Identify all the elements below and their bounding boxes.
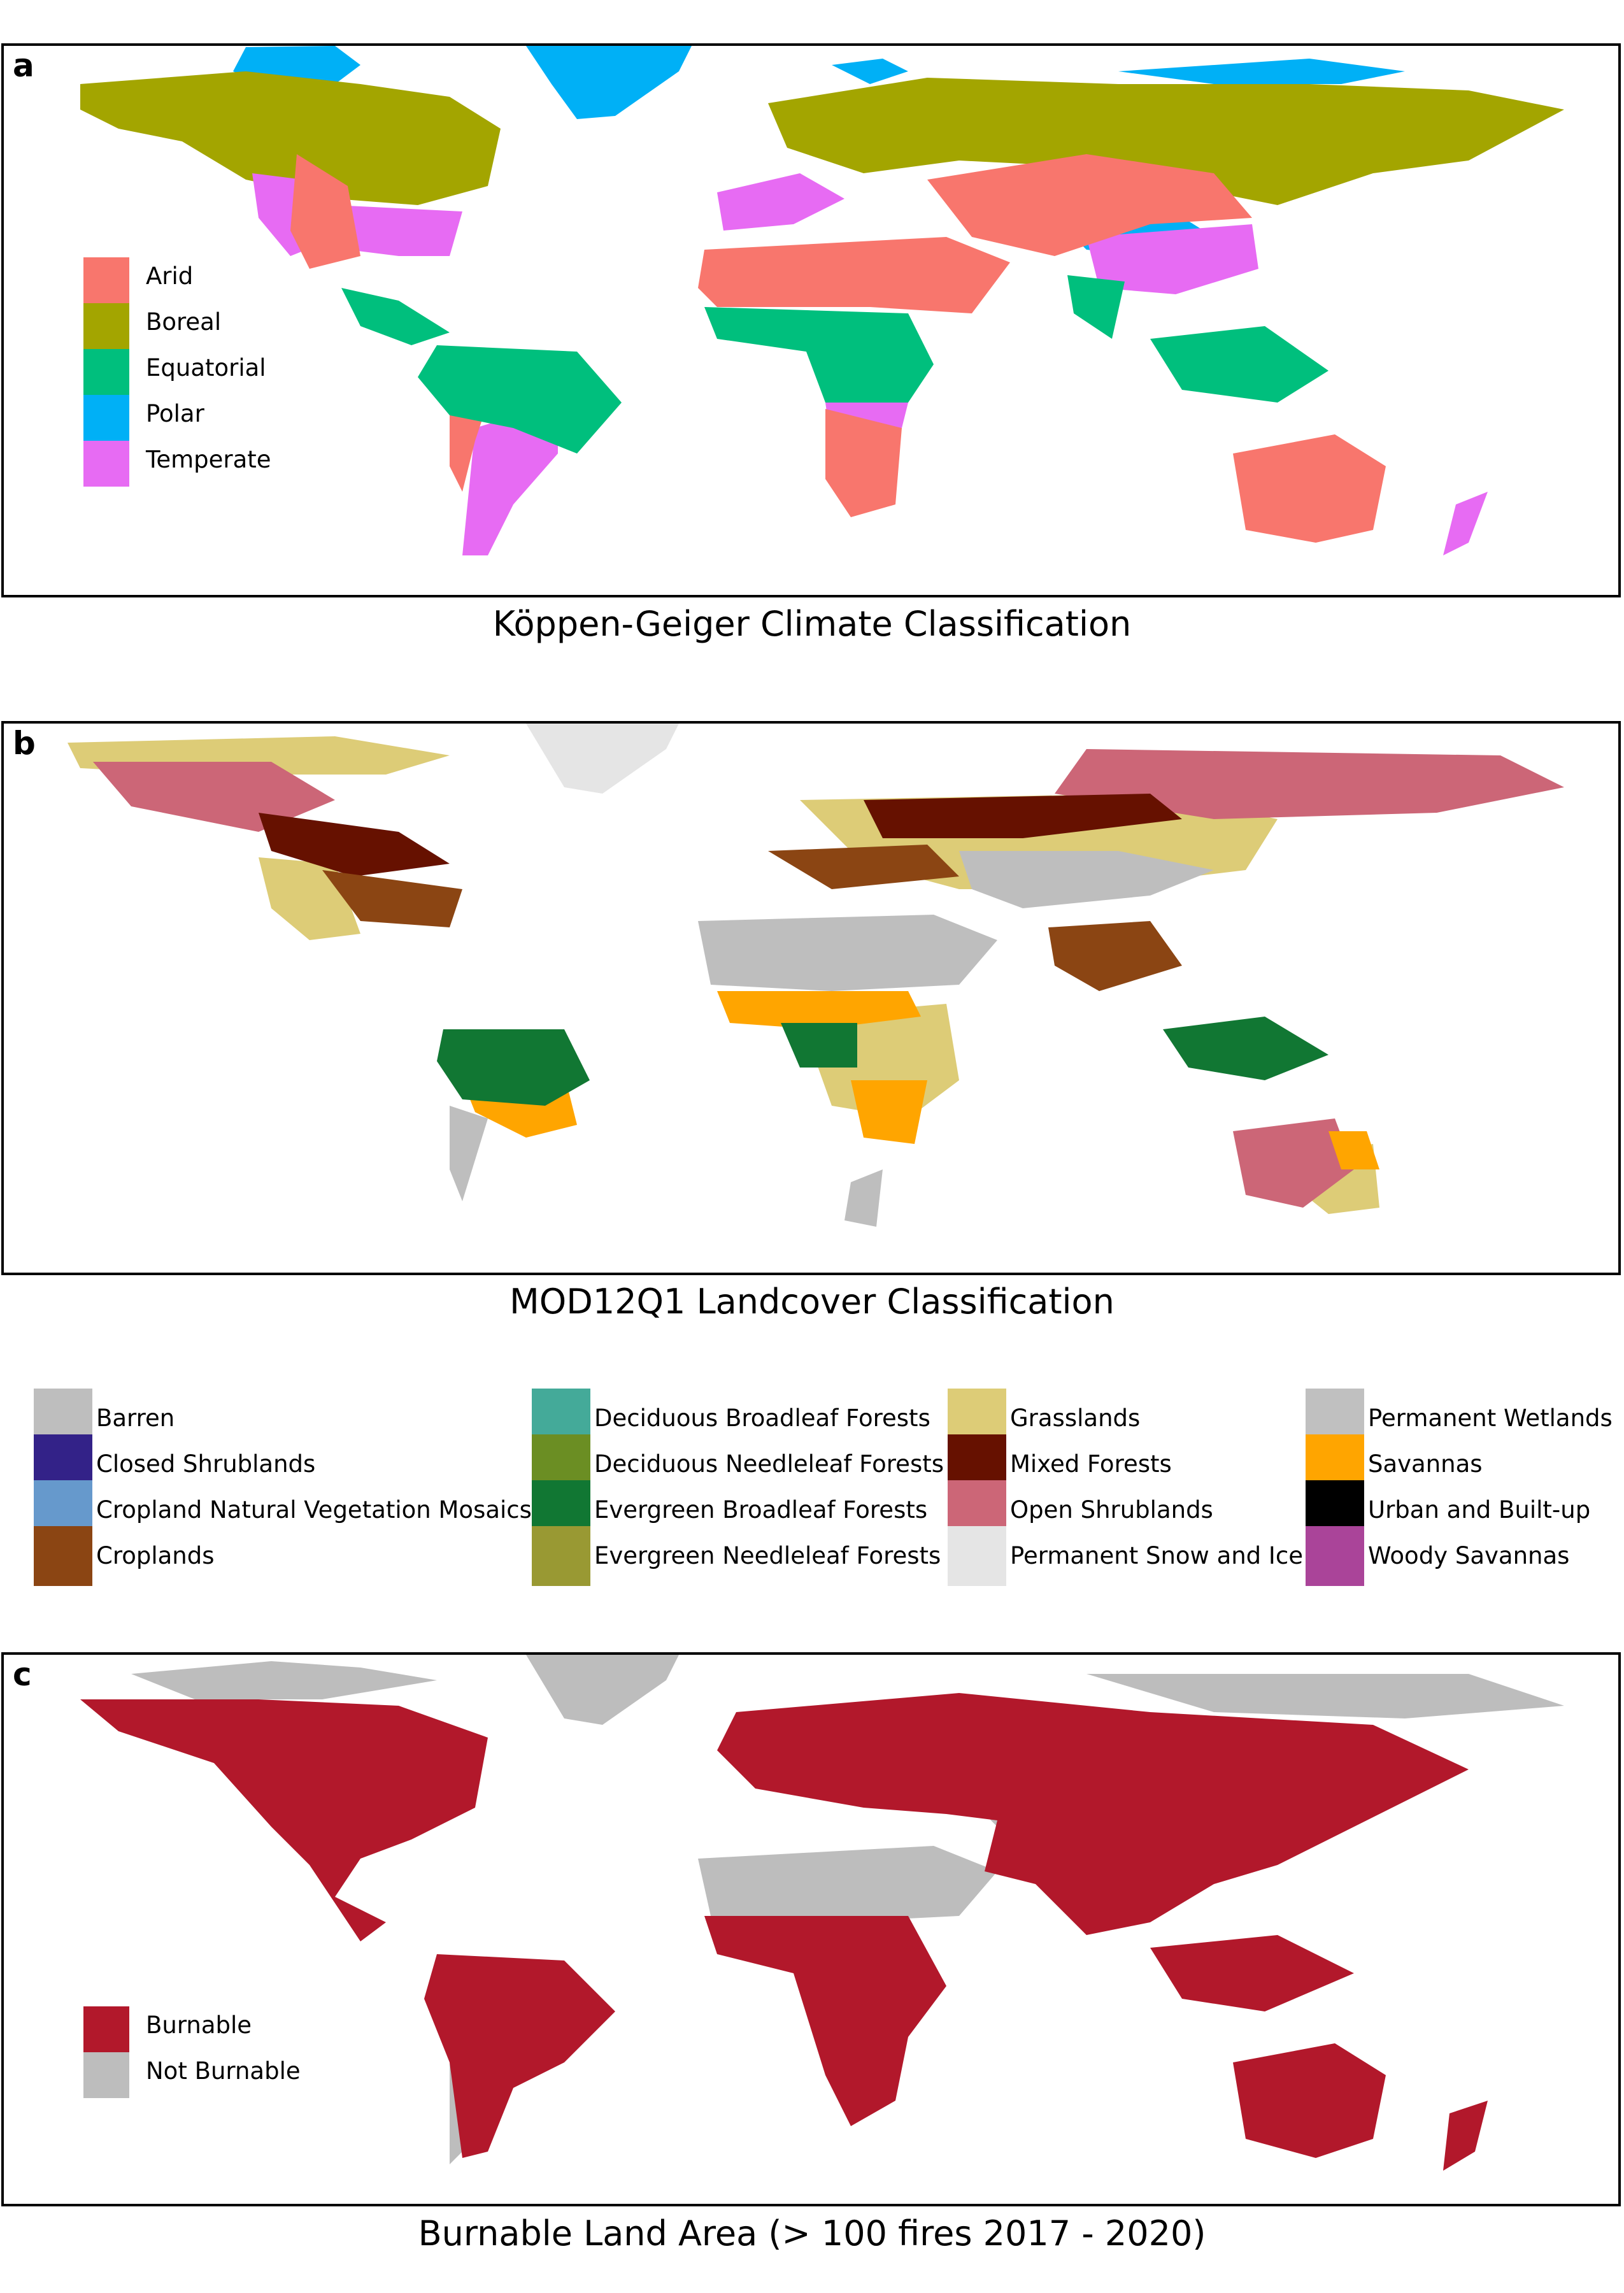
legend-label: Temperate: [146, 446, 271, 473]
panel-c-burnable-map: c Burnable Not Burnable: [1, 1652, 1621, 2206]
mixed-forest-regions: [259, 794, 1182, 876]
burnable-regions: [80, 1693, 1488, 2171]
legend-label: Urban and Built-up: [1368, 1496, 1591, 1524]
caption-climate: Köppen-Geiger Climate Classification: [492, 604, 1132, 644]
legend-label: Evergreen Broadleaf Forests: [594, 1496, 928, 1524]
legend-label: Evergreen Needleleaf Forests: [594, 1542, 941, 1569]
evergreen-broadleaf-regions: [437, 1017, 1328, 1106]
boreal-regions: [80, 71, 1564, 205]
snow-ice-regions: [526, 724, 679, 794]
legend-label: Grasslands: [1010, 1404, 1141, 1432]
legend-label: Cropland Natural Vegetation Mosaics: [96, 1496, 532, 1524]
open-shrubland-regions: [93, 749, 1564, 1208]
legend-label: Open Shrublands: [1010, 1496, 1213, 1524]
arid-regions: [290, 154, 1386, 543]
legend-label: Equatorial: [146, 354, 266, 382]
legend-label: Closed Shrublands: [96, 1450, 316, 1478]
legend-swatch: [83, 395, 129, 441]
legend-label: Polar: [146, 400, 204, 427]
barren-regions: [450, 851, 1214, 1227]
landcover-legend: Barren Closed Shrublands Cropland Natura…: [0, 1389, 1624, 1586]
legend-label: Barren: [96, 1404, 175, 1432]
legend-swatch: [532, 1526, 590, 1586]
panel-b-landcover-map: b: [1, 721, 1621, 1275]
equatorial-regions: [341, 275, 1328, 454]
landcover-map: [68, 724, 1564, 1227]
legend-swatch: [83, 303, 129, 349]
legend-label: Not Burnable: [146, 2057, 301, 2085]
burnable-map: [80, 1655, 1564, 2171]
legend-label: Boreal: [146, 308, 222, 336]
legend-label: Arid: [146, 262, 194, 290]
legend-label: Mixed Forests: [1010, 1450, 1172, 1478]
legend-label: Woody Savannas: [1368, 1542, 1570, 1569]
legend-swatch: [1306, 1526, 1364, 1586]
legend-swatch: [83, 441, 129, 487]
panel-letter: a: [13, 47, 34, 84]
caption-burnable: Burnable Land Area (> 100 fires 2017 - 2…: [418, 2213, 1206, 2254]
panel-letter: b: [13, 725, 36, 762]
caption-landcover: MOD12Q1 Landcover Classification: [509, 1282, 1115, 1322]
legend-label: Deciduous Broadleaf Forests: [594, 1404, 930, 1432]
legend-label: Permanent Snow and Ice: [1010, 1542, 1303, 1569]
legend-swatch: [948, 1526, 1006, 1586]
legend-swatch: [83, 349, 129, 395]
panel-letter: c: [13, 1656, 32, 1693]
legend-label: Croplands: [96, 1542, 215, 1569]
legend-swatch: [83, 2052, 129, 2098]
legend-label: Burnable: [146, 2011, 252, 2039]
legend-swatch: [34, 1526, 92, 1586]
cropland-regions: [322, 845, 1182, 991]
legend-label: Permanent Wetlands: [1368, 1404, 1613, 1432]
legend-label: Deciduous Needleleaf Forests: [594, 1450, 944, 1478]
legend-swatch: [83, 257, 129, 303]
legend-swatch: [83, 2006, 129, 2052]
climate-map: [80, 46, 1564, 555]
legend-label: Savannas: [1368, 1450, 1483, 1478]
panel-a-climate-map: a Arid Boreal Equatorial Polar Temperate: [1, 43, 1621, 597]
